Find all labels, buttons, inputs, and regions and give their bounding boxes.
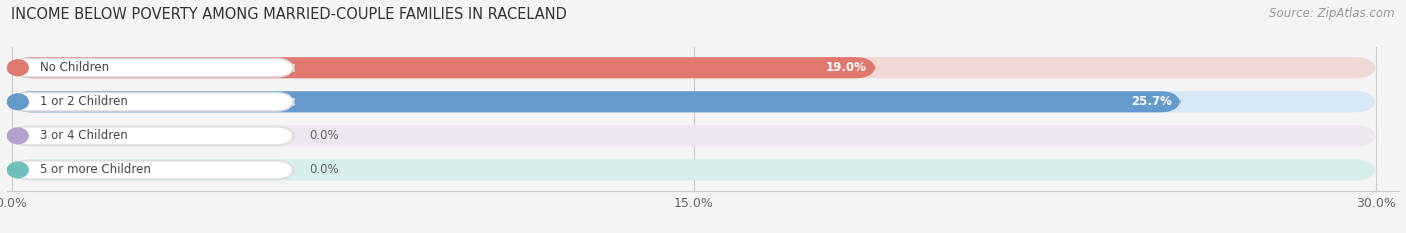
- FancyBboxPatch shape: [11, 125, 1376, 146]
- FancyBboxPatch shape: [11, 91, 1181, 112]
- Circle shape: [7, 60, 28, 75]
- FancyBboxPatch shape: [10, 161, 294, 179]
- Text: Source: ZipAtlas.com: Source: ZipAtlas.com: [1270, 7, 1395, 20]
- Text: INCOME BELOW POVERTY AMONG MARRIED-COUPLE FAMILIES IN RACELAND: INCOME BELOW POVERTY AMONG MARRIED-COUPL…: [11, 7, 567, 22]
- Text: 19.0%: 19.0%: [825, 61, 866, 74]
- FancyBboxPatch shape: [10, 93, 294, 111]
- FancyBboxPatch shape: [10, 58, 294, 77]
- Text: 5 or more Children: 5 or more Children: [39, 163, 150, 176]
- FancyBboxPatch shape: [11, 159, 294, 181]
- Text: 1 or 2 Children: 1 or 2 Children: [39, 95, 128, 108]
- FancyBboxPatch shape: [11, 57, 876, 78]
- Circle shape: [7, 94, 28, 110]
- Text: 0.0%: 0.0%: [309, 163, 339, 176]
- FancyBboxPatch shape: [11, 159, 1376, 181]
- Text: No Children: No Children: [39, 61, 108, 74]
- FancyBboxPatch shape: [11, 125, 294, 146]
- Circle shape: [7, 162, 28, 178]
- FancyBboxPatch shape: [11, 91, 1376, 112]
- Text: 25.7%: 25.7%: [1130, 95, 1171, 108]
- Text: 0.0%: 0.0%: [309, 129, 339, 142]
- FancyBboxPatch shape: [10, 127, 294, 145]
- Circle shape: [7, 128, 28, 144]
- FancyBboxPatch shape: [11, 57, 1376, 78]
- Text: 3 or 4 Children: 3 or 4 Children: [39, 129, 128, 142]
